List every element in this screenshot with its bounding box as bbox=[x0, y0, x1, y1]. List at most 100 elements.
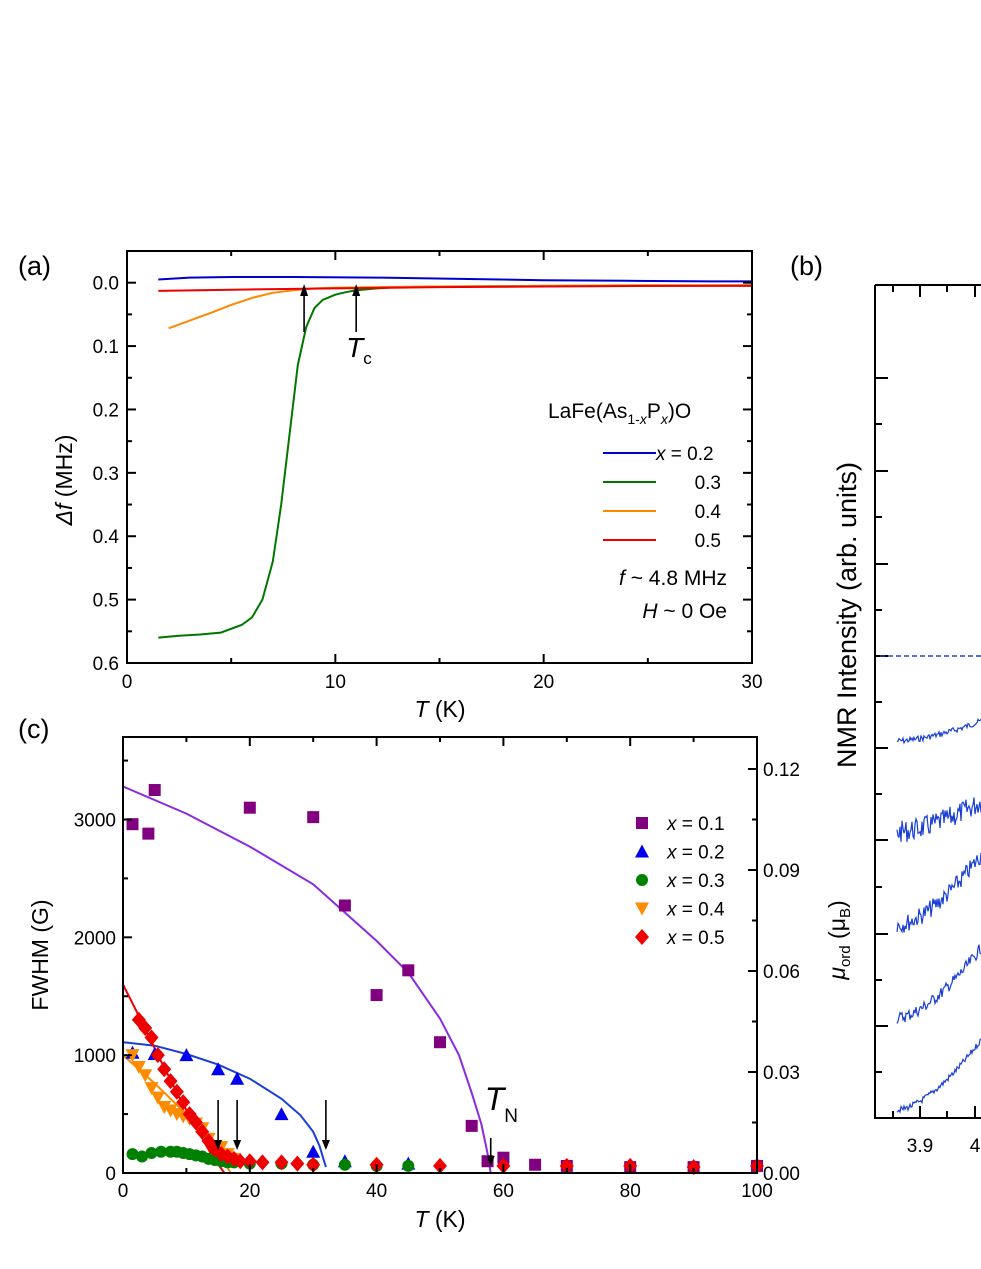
chart-c-legend-label-4: x = 0.5 bbox=[666, 928, 725, 949]
chart-c-point-s3 bbox=[157, 1101, 172, 1115]
chart-c-point-s0 bbox=[126, 818, 139, 831]
chart-c-point-s2 bbox=[126, 1148, 139, 1161]
chart-c-xtick-label: 0 bbox=[118, 1181, 129, 1202]
chart-c-y2tick-label: 0.00 bbox=[763, 1164, 800, 1185]
chart-c-y2label-unit-post: ) bbox=[824, 900, 850, 908]
chart-c-tn-label: TN bbox=[485, 1081, 518, 1127]
chart-c-legend-marker-0 bbox=[636, 817, 648, 829]
chart-c-y2tick-label: 0.09 bbox=[763, 861, 800, 882]
chart-a-series-line-3 bbox=[158, 284, 752, 292]
chart-a-legend-label-3: 0.5 bbox=[695, 531, 721, 552]
legend-title-part: LaFe(As bbox=[548, 400, 627, 423]
chart-c-legend-marker-3 bbox=[635, 902, 649, 916]
chart-b-frame bbox=[874, 284, 981, 1119]
chart-c-xtick-label: 20 bbox=[239, 1181, 260, 1202]
chart-c-xlabel-unit: (K) bbox=[429, 1206, 466, 1232]
chart-a-ytick-label: 0.6 bbox=[93, 654, 119, 675]
chart-b-ylabel: NMR Intensity (arb. units) bbox=[832, 462, 862, 768]
chart-c-legend-marker-4 bbox=[635, 929, 649, 945]
chart-a-ytick-label: 0.1 bbox=[93, 337, 119, 358]
panel-label-b: (b) bbox=[790, 251, 823, 281]
chart-b-xtick-1: 3.9 bbox=[907, 1136, 933, 1157]
legend-var: x bbox=[666, 843, 678, 864]
chart-c-y2label: μord (μB) bbox=[824, 900, 854, 980]
chart-b: NMR Intensity (arb. units) 3.9 4 bbox=[832, 284, 981, 1157]
chart-c-y2label-sub: ord bbox=[837, 945, 854, 967]
chart-c-point-s2 bbox=[136, 1150, 149, 1163]
chart-c-legend-label-2: x = 0.3 bbox=[666, 871, 725, 892]
note-text: ~ 0 Oe bbox=[658, 600, 727, 623]
chart-c-point-s3 bbox=[163, 1104, 178, 1118]
chart-a-legend-label-0: x = 0.2 bbox=[655, 444, 714, 465]
chart-c-arrowhead-3 bbox=[486, 1156, 495, 1166]
chart-c-y2label-unit-sub: B bbox=[837, 908, 854, 918]
chart-c-point-s0 bbox=[497, 1151, 510, 1164]
chart-c-point-s4 bbox=[157, 1061, 172, 1078]
chart-a-ytick-label: 0.4 bbox=[93, 527, 120, 548]
chart-c-fit-line-0 bbox=[122, 785, 492, 1174]
chart-a: 0 10 20 30 0.0 0.1 0.2 0.3 0.4 0.5 0.6 Tc LaFe(As1… bbox=[51, 250, 763, 722]
chart-a-tc-var: T bbox=[346, 332, 365, 363]
legend-title-sub-var: x bbox=[660, 411, 669, 427]
chart-c-point-s0 bbox=[243, 801, 256, 814]
chart-c-ylabel: FWHM (G) bbox=[27, 899, 53, 1010]
chart-a-xtick-label: 20 bbox=[533, 672, 554, 693]
chart-c-point-s2 bbox=[402, 1159, 415, 1172]
chart-c-point-s4 bbox=[290, 1155, 305, 1172]
chart-c-fit-line-1 bbox=[122, 1041, 327, 1168]
chart-b-trace-3 bbox=[896, 944, 981, 1024]
chart-a-legend-title: LaFe(As1-xPx)O bbox=[548, 400, 691, 427]
chart-c-point-s4 bbox=[306, 1156, 321, 1173]
chart-a-note-1: H ~ 0 Oe bbox=[642, 600, 727, 623]
note-var: H bbox=[642, 600, 658, 623]
chart-a-ytick-label: 0.0 bbox=[93, 274, 119, 295]
chart-c-point-s0 bbox=[434, 1036, 446, 1049]
chart-c-point-s0 bbox=[402, 964, 415, 977]
chart-c-arrowhead-2 bbox=[321, 1140, 330, 1150]
chart-a-note-0: f ~ 4.8 MHz bbox=[619, 567, 727, 590]
chart-c-legend-label-3: x = 0.4 bbox=[666, 900, 725, 921]
note-text: ~ 4.8 MHz bbox=[625, 567, 727, 590]
chart-c-point-s4 bbox=[274, 1154, 289, 1171]
chart-c-xtick-label: 80 bbox=[620, 1181, 641, 1202]
chart-c-xtick-label: 40 bbox=[366, 1181, 387, 1202]
chart-c-ytick-label: 0 bbox=[105, 1164, 116, 1185]
chart-c-point-s4 bbox=[138, 1020, 153, 1037]
chart-c-point-s1 bbox=[306, 1144, 321, 1158]
chart-c-y2tick-label: 0.12 bbox=[763, 760, 800, 781]
chart-c-point-s1 bbox=[230, 1071, 245, 1085]
chart-c-point-s4 bbox=[433, 1157, 447, 1174]
chart-c-point-s3 bbox=[144, 1082, 159, 1096]
note-var: f bbox=[619, 567, 627, 590]
chart-c-point-s4 bbox=[188, 1114, 203, 1131]
chart-c-legend-label-1: x = 0.2 bbox=[666, 843, 725, 864]
chart-a-xtick-label: 10 bbox=[325, 672, 346, 693]
chart-a-xtick-label: 0 bbox=[122, 672, 133, 693]
chart-b-trace-4 bbox=[896, 1038, 981, 1114]
chart-c-point-s4 bbox=[150, 1047, 165, 1064]
legend-title-part: )O bbox=[668, 400, 691, 423]
chart-c-point-s4 bbox=[559, 1157, 574, 1174]
chart-c-point-s1 bbox=[211, 1062, 226, 1076]
chart-a-tc-sub: c bbox=[363, 349, 372, 368]
legend-value: = 0.1 bbox=[677, 814, 725, 835]
chart-c: 0 20 40 60 80 10001000200030000.000.030.060.0… bbox=[27, 736, 854, 1232]
chart-c-point-s0 bbox=[307, 811, 320, 824]
panel-label-c: (c) bbox=[18, 714, 49, 744]
chart-b-xtick-2: 4 bbox=[970, 1136, 981, 1157]
chart-c-ytick-label: 2000 bbox=[74, 928, 116, 949]
chart-a-series-line-2 bbox=[168, 284, 752, 330]
legend-var: x bbox=[666, 900, 678, 921]
legend-var: x bbox=[666, 928, 678, 949]
chart-b-trace-0 bbox=[896, 717, 981, 745]
chart-c-point-s4 bbox=[195, 1123, 210, 1140]
chart-c-point-s3 bbox=[138, 1069, 153, 1083]
legend-value: = 0.5 bbox=[677, 928, 725, 949]
legend-title-part: P bbox=[647, 400, 661, 423]
chart-c-legend-marker-2 bbox=[636, 874, 648, 886]
chart-c-point-s0 bbox=[465, 1119, 478, 1132]
chart-a-xlabel-var: T bbox=[414, 696, 430, 722]
chart-a-ylabel-var: Δf bbox=[51, 501, 77, 526]
chart-c-y2tick-label: 0.06 bbox=[763, 962, 800, 983]
